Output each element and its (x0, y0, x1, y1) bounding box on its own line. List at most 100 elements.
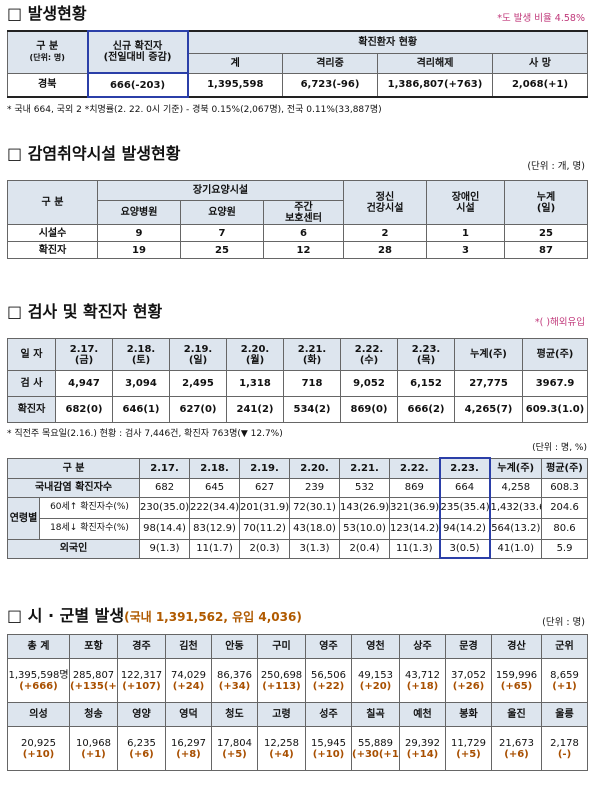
header-unit: (단위: 명) (29, 53, 65, 63)
header-cell: 격리중 (282, 52, 378, 74)
region-change: (+18) (399, 680, 446, 703)
region-change: (+113) (257, 680, 306, 703)
region-change: (+4) (257, 748, 306, 771)
data-cell: 608.3 (541, 477, 589, 498)
age-label: 확진자수(%) (80, 502, 129, 512)
data-cell: 682 (139, 477, 191, 498)
data-cell: 94(14.2) (438, 517, 491, 540)
data-cell: 9(1.3) (139, 538, 191, 559)
section-title: □ 발생현황 (7, 4, 87, 23)
data-cell: 27,775 (454, 370, 523, 397)
region-change: (+6) (491, 748, 542, 771)
footnote: * 국내 664, 국외 2 *치명률(2. 22. 0시 기준) - 경북 0… (7, 105, 382, 115)
header-cell: 누계 (일) (504, 180, 588, 225)
region-name: 영천 (351, 634, 400, 659)
data-cell: 664 (438, 477, 491, 498)
data-cell: 25 (180, 241, 264, 259)
region-change: (+5) (445, 748, 492, 771)
title-detail: (국내 1,391,562, 유입 4,036) (124, 610, 302, 624)
data-cell: 검 사 (7, 370, 56, 397)
header-row: 요양병원 요양원 주간 보호센터 (8, 200, 588, 225)
age-group: 18세↓ (50, 523, 78, 533)
section-title: □ 검사 및 확진자 현황 (7, 302, 163, 321)
region-change: (+30(+1)) (351, 748, 400, 771)
data-row: 확진자 682(0) 646(1) 627(0) 241(2) 534(2) 869(0) 6… (7, 396, 588, 423)
data-cell: 222(34.4) (189, 496, 241, 519)
data-cell: 87 (504, 241, 588, 259)
region-name: 포항 (69, 634, 118, 659)
region-total: 250,698 (257, 658, 306, 681)
row-label: 18세↓ 확진자수(%) (38, 517, 141, 540)
data-cell: 2,495 (169, 370, 227, 397)
header-cell: 장기요양시설 (97, 180, 344, 201)
facility-table: 구 분 장기요양시설 정신 건강시설 장애인 시설 누계 (일) 요양병원 요양원 주간 보호… (7, 180, 588, 259)
data-cell: 627(0) (169, 396, 227, 423)
data-cell: 1 (426, 224, 505, 242)
data-cell: 41(1.0) (489, 538, 543, 559)
region-total: 122,317 (117, 658, 166, 681)
region-name: 의성 (7, 702, 70, 727)
unit-note: (단위 : 명, %) (532, 443, 587, 453)
region-name: 김천 (165, 634, 212, 659)
data-cell: 12 (263, 241, 344, 259)
region-total: 12,258 (257, 726, 306, 749)
region-name: 청송 (69, 702, 118, 727)
region-total: 17,804 (211, 726, 258, 749)
region-name: 군위 (541, 634, 588, 659)
region-total: 15,945 (305, 726, 352, 749)
header-cell: 2.20. (289, 457, 341, 479)
region-change: (+34) (211, 680, 258, 703)
region-name: 구미 (257, 634, 306, 659)
data-cell: 19 (97, 241, 181, 259)
region-change: (+10) (7, 748, 70, 771)
data-cell: 239 (289, 477, 341, 498)
data-cell: 241(2) (226, 396, 284, 423)
data-row: 연령별 60세↑ 확진자수(%) 230(35.0) 222(34.4) 201(31.… (7, 496, 589, 540)
header-row: 계 격리중 격리해제 사 망 (8, 52, 588, 74)
region-name: 영양 (117, 702, 166, 727)
region-total: 11,729 (445, 726, 492, 749)
header-row: 구 분 2.17. 2.18. 2.19. 2.20. 2.21. 2.22. 2.23. 누계… (6, 457, 589, 479)
region-name: 경산 (491, 634, 542, 659)
data-cell: 682(0) (55, 396, 113, 423)
region-total: 74,029 (165, 658, 212, 681)
data-cell: 4,265(7) (454, 396, 523, 423)
header-cell: 2.22. (수) (340, 338, 398, 371)
data-cell: 11(1.7) (189, 538, 241, 559)
region-name: 성주 (305, 702, 352, 727)
data-row: 확진자 19 25 12 28 3 87 (7, 241, 588, 259)
data-cell: 321(36.9) (389, 496, 441, 519)
data-cell: 53(10.0) (339, 517, 391, 540)
change-row: (+10)(+1)(+6)(+8)(+5)(+4)(+10)(+30(+1))(… (7, 748, 588, 771)
overseas-note: *( )해외유입 (534, 317, 585, 328)
section-title: □ 시 · 군별 발생(국내 1,391,562, 유입 4,036) (7, 604, 587, 628)
header-cell: 신규 확진자 (전일대비 증감) (86, 30, 189, 74)
region-total: 10,968 (69, 726, 118, 749)
data-cell: 70(11.2) (239, 517, 291, 540)
header-cell: 2.22. (389, 457, 441, 479)
title-text: □ 시 · 군별 발생 (7, 606, 125, 625)
unit-note: (단위 : 개, 명) (527, 161, 585, 172)
data-row: 검 사 4,947 3,094 2,495 1,318 718 9,052 6,152 27,7… (7, 370, 588, 397)
header-cell: 장애인 시설 (426, 180, 505, 225)
region-change: (+22) (305, 680, 352, 703)
data-cell: 98(14.4) (139, 517, 191, 540)
region-total: 37,052 (445, 658, 492, 681)
data-cell: 143(26.9) (339, 496, 391, 519)
section-title: □ 감염취약시설 발생현황 (7, 144, 181, 163)
data-cell: 627 (239, 477, 291, 498)
header-cell: 평균(주) (522, 338, 588, 371)
change-row: (+666)(+135(+1))(+107)(+24)(+34)(+113)(+… (7, 680, 588, 703)
data-cell: 2 (343, 224, 427, 242)
data-cell: 2,068(+1) (492, 72, 588, 98)
region-total: 29,392 (399, 726, 446, 749)
row-label: 국내감염 확진자수 (6, 477, 141, 498)
total-row: 20,925 10,968 6,235 16,297 17,804 12,258 15,94… (7, 726, 588, 749)
region-change: (+65) (491, 680, 542, 703)
region-change: (+1) (541, 680, 588, 703)
region-total: 56,506 (305, 658, 352, 681)
data-cell: 6 (263, 224, 344, 242)
data-cell: 6,152 (397, 370, 455, 397)
header-cell: 정신 건강시설 (343, 180, 427, 225)
